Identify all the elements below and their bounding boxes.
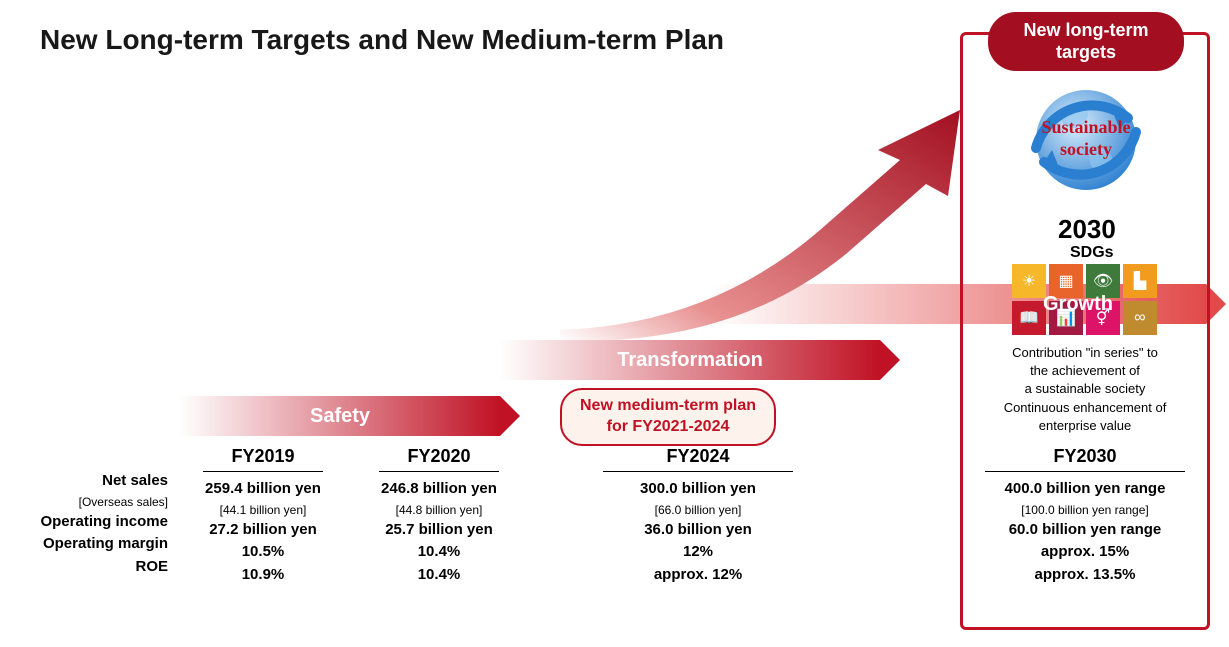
stage-safety-label: Safety bbox=[310, 405, 370, 428]
stage-transformation-label: Transformation bbox=[617, 349, 763, 372]
sdg-tile: ☀ bbox=[1012, 264, 1046, 298]
fy2024-ov: [66.0 billion yen] bbox=[588, 501, 808, 519]
fy2020-net: 246.8 billion yen bbox=[354, 478, 524, 501]
sdgs-label: SDGs bbox=[1070, 244, 1114, 262]
stage-growth-label: Growth bbox=[1043, 293, 1113, 316]
metric-net-sales: Net sales bbox=[18, 470, 168, 493]
col-fy2024: FY2024 300.0 billion yen [66.0 billion y… bbox=[588, 446, 808, 586]
contrib-l3: a sustainable society bbox=[972, 380, 1198, 398]
fy2024-om: 12% bbox=[588, 541, 808, 564]
metric-op-income: Operating income bbox=[18, 511, 168, 534]
fy2024-net: 300.0 billion yen bbox=[588, 478, 808, 501]
globe-line2: society bbox=[1060, 139, 1112, 159]
fy2019-net: 259.4 billion yen bbox=[178, 478, 348, 501]
stage-safety: Safety bbox=[180, 396, 500, 436]
fy2020-header: FY2020 bbox=[379, 446, 499, 472]
fy2024-header: FY2024 bbox=[603, 446, 793, 472]
fy2024-roe: approx. 12% bbox=[588, 564, 808, 587]
metric-overseas: [Overseas sales] bbox=[18, 493, 168, 511]
medium-plan-line1: New medium-term plan bbox=[580, 396, 756, 417]
fy2019-op: 27.2 billion yen bbox=[178, 519, 348, 542]
sdg-tile: ∞ bbox=[1123, 301, 1157, 335]
contrib-l1: Contribution "in series" to bbox=[972, 344, 1198, 362]
page-title: New Long-term Targets and New Medium-ter… bbox=[40, 24, 724, 56]
contrib-l2: the achievement of bbox=[972, 362, 1198, 380]
metric-op-margin: Operating margin bbox=[18, 533, 168, 556]
medium-term-plan-pill: New medium-term plan for FY2021-2024 bbox=[560, 388, 776, 446]
contrib-l4: Continuous enhancement of bbox=[972, 399, 1198, 417]
globe-line1: Sustainable bbox=[1041, 117, 1130, 137]
growth-swoosh-icon bbox=[560, 110, 960, 340]
fy2024-op: 36.0 billion yen bbox=[588, 519, 808, 542]
metric-labels: Net sales [Overseas sales] Operating inc… bbox=[18, 470, 168, 578]
fy2019-header: FY2019 bbox=[203, 446, 323, 472]
contrib-l5: enterprise value bbox=[972, 417, 1198, 435]
lt-pill-line1: New long-term bbox=[1008, 20, 1164, 42]
fy2020-op: 25.7 billion yen bbox=[354, 519, 524, 542]
col-fy2019: FY2019 259.4 billion yen [44.1 billion y… bbox=[178, 446, 348, 586]
lt-pill-line2: targets bbox=[1008, 42, 1164, 64]
fy2019-roe: 10.9% bbox=[178, 564, 348, 587]
long-term-pill: New long-term targets bbox=[988, 12, 1184, 71]
fy2020-om: 10.4% bbox=[354, 541, 524, 564]
sdg-tile: 📖 bbox=[1012, 301, 1046, 335]
fy2019-ov: [44.1 billion yen] bbox=[178, 501, 348, 519]
col-fy2020: FY2020 246.8 billion yen [44.8 billion y… bbox=[354, 446, 524, 586]
stage-transformation: Transformation bbox=[500, 340, 880, 380]
medium-plan-line2: for FY2021-2024 bbox=[580, 417, 756, 438]
sdg-tile: ▙ bbox=[1123, 264, 1157, 298]
contribution-text: Contribution "in series" to the achievem… bbox=[972, 344, 1198, 435]
year-2030: 2030 bbox=[1058, 214, 1116, 245]
fy2020-ov: [44.8 billion yen] bbox=[354, 501, 524, 519]
globe-icon: Sustainable society bbox=[1016, 70, 1156, 210]
metric-roe: ROE bbox=[18, 556, 168, 579]
fy2020-roe: 10.4% bbox=[354, 564, 524, 587]
fy2019-om: 10.5% bbox=[178, 541, 348, 564]
